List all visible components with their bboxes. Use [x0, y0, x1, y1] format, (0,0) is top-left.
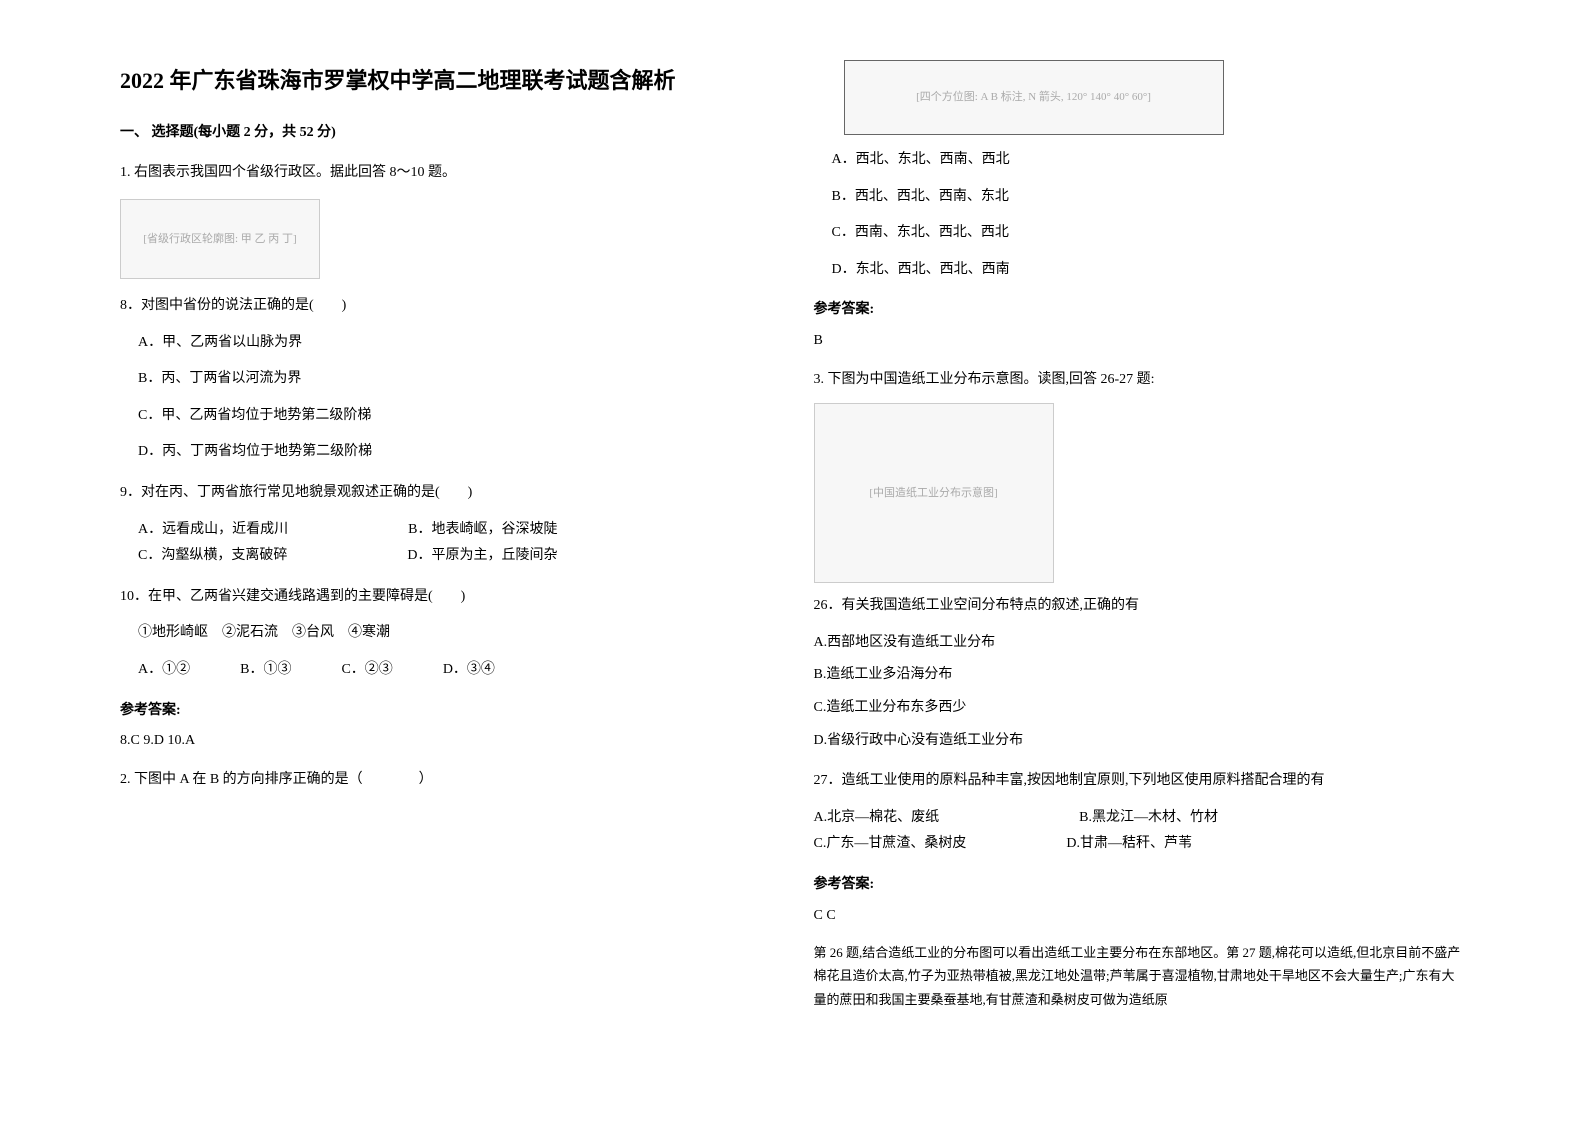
q27-stem: 27．造纸工业使用的原料品种丰富,按因地制宜原则,下列地区使用原料搭配合理的有 — [814, 768, 1468, 795]
q10-option-d: D．③④ — [443, 657, 495, 684]
q8-option-a: A．甲、乙两省以山脉为界 — [120, 330, 774, 357]
q8-option-b: B．丙、丁两省以河流为界 — [120, 366, 774, 393]
exam-title: 2022 年广东省珠海市罗掌权中学高二地理联考试题含解析 — [120, 60, 774, 102]
q2-stem: 2. 下图中 A 在 B 的方向排序正确的是（ ） — [120, 767, 774, 794]
answer-text-3: C C — [814, 903, 1468, 930]
q8-option-c: C．甲、乙两省均位于地势第二级阶梯 — [120, 403, 774, 430]
answer-explanation-3: 第 26 题,结合造纸工业的分布图可以看出造纸工业主要分布在东部地区。第 27 … — [814, 941, 1468, 1011]
q27-option-a: A.北京—棉花、废纸 — [814, 805, 940, 832]
answer-text-2: B — [814, 328, 1468, 355]
question-1: 1. 右图表示我国四个省级行政区。据此回答 8～10 题。 [省级行政区轮廓图:… — [120, 160, 774, 279]
answer-label-3: 参考答案: — [814, 872, 1468, 899]
q10-option-b: B．①③ — [240, 657, 291, 684]
question-2-options: A．西北、东北、西南、西北 B．西北、西北、西南、东北 C．西南、东北、西北、西… — [814, 147, 1468, 283]
q9-option-d: D．平原为主，丘陵间杂 — [407, 543, 557, 570]
q10-option-c: C．②③ — [341, 657, 392, 684]
province-outline-image: [省级行政区轮廓图: 甲 乙 丙 丁] — [120, 199, 320, 279]
q26-option-a: A.西部地区没有造纸工业分布 — [814, 630, 1468, 657]
question-26: 26．有关我国造纸工业空间分布特点的叙述,正确的有 A.西部地区没有造纸工业分布… — [814, 593, 1468, 754]
answer-label-1: 参考答案: — [120, 698, 774, 725]
q27-option-b: B.黑龙江—木材、竹材 — [1079, 805, 1218, 832]
answer-text-1: 8.C 9.D 10.A — [120, 728, 774, 755]
question-27: 27．造纸工业使用的原料品种丰富,按因地制宜原则,下列地区使用原料搭配合理的有 … — [814, 768, 1468, 858]
q10-stem: 10．在甲、乙两省兴建交通线路遇到的主要障碍是( ) — [120, 584, 774, 611]
q26-option-c: C.造纸工业分布东多西少 — [814, 695, 1468, 722]
question-8: 8．对图中省份的说法正确的是( ) A．甲、乙两省以山脉为界 B．丙、丁两省以河… — [120, 293, 774, 466]
section-heading: 一、 选择题(每小题 2 分，共 52 分) — [120, 120, 774, 147]
q9-option-a: A．远看成山，近看成川 — [138, 517, 288, 544]
q2-option-c: C．西南、东北、西北、西北 — [814, 220, 1468, 247]
q10-option-a: A．①② — [138, 657, 190, 684]
china-paper-industry-map: [中国造纸工业分布示意图] — [814, 403, 1054, 583]
question-9: 9．对在丙、丁两省旅行常见地貌景观叙述正确的是( ) A．远看成山，近看成川 B… — [120, 480, 774, 570]
question-10: 10．在甲、乙两省兴建交通线路遇到的主要障碍是( ) ①地形崎岖 ②泥石流 ③台… — [120, 584, 774, 684]
q9-stem: 9．对在丙、丁两省旅行常见地貌景观叙述正确的是( ) — [120, 480, 774, 507]
q9-option-c: C．沟壑纵横，支离破碎 — [138, 543, 287, 570]
q8-option-d: D．丙、丁两省均位于地势第二级阶梯 — [120, 439, 774, 466]
q27-option-d: D.甘肃—秸秆、芦苇 — [1066, 831, 1192, 858]
q8-stem: 8．对图中省份的说法正确的是( ) — [120, 293, 774, 320]
q2-option-b: B．西北、西北、西南、东北 — [814, 184, 1468, 211]
q26-stem: 26．有关我国造纸工业空间分布特点的叙述,正确的有 — [814, 593, 1468, 620]
q2-option-a: A．西北、东北、西南、西北 — [814, 147, 1468, 174]
q26-option-d: D.省级行政中心没有造纸工业分布 — [814, 728, 1468, 755]
q1-stem: 1. 右图表示我国四个省级行政区。据此回答 8～10 题。 — [120, 160, 774, 187]
q27-option-c: C.广东—甘蔗渣、桑树皮 — [814, 831, 967, 858]
q9-option-b: B．地表崎岖，谷深坡陡 — [408, 517, 557, 544]
q26-option-b: B.造纸工业多沿海分布 — [814, 662, 1468, 689]
direction-diagram-image: [四个方位图: A B 标注, N 箭头, 120° 140° 40° 60°] — [844, 60, 1224, 135]
q10-sub-options: ①地形崎岖 ②泥石流 ③台风 ④寒潮 — [120, 620, 774, 647]
q3-stem: 3. 下图为中国造纸工业分布示意图。读图,回答 26-27 题: — [814, 367, 1468, 394]
answer-label-2: 参考答案: — [814, 297, 1468, 324]
q2-option-d: D．东北、西北、西北、西南 — [814, 257, 1468, 284]
